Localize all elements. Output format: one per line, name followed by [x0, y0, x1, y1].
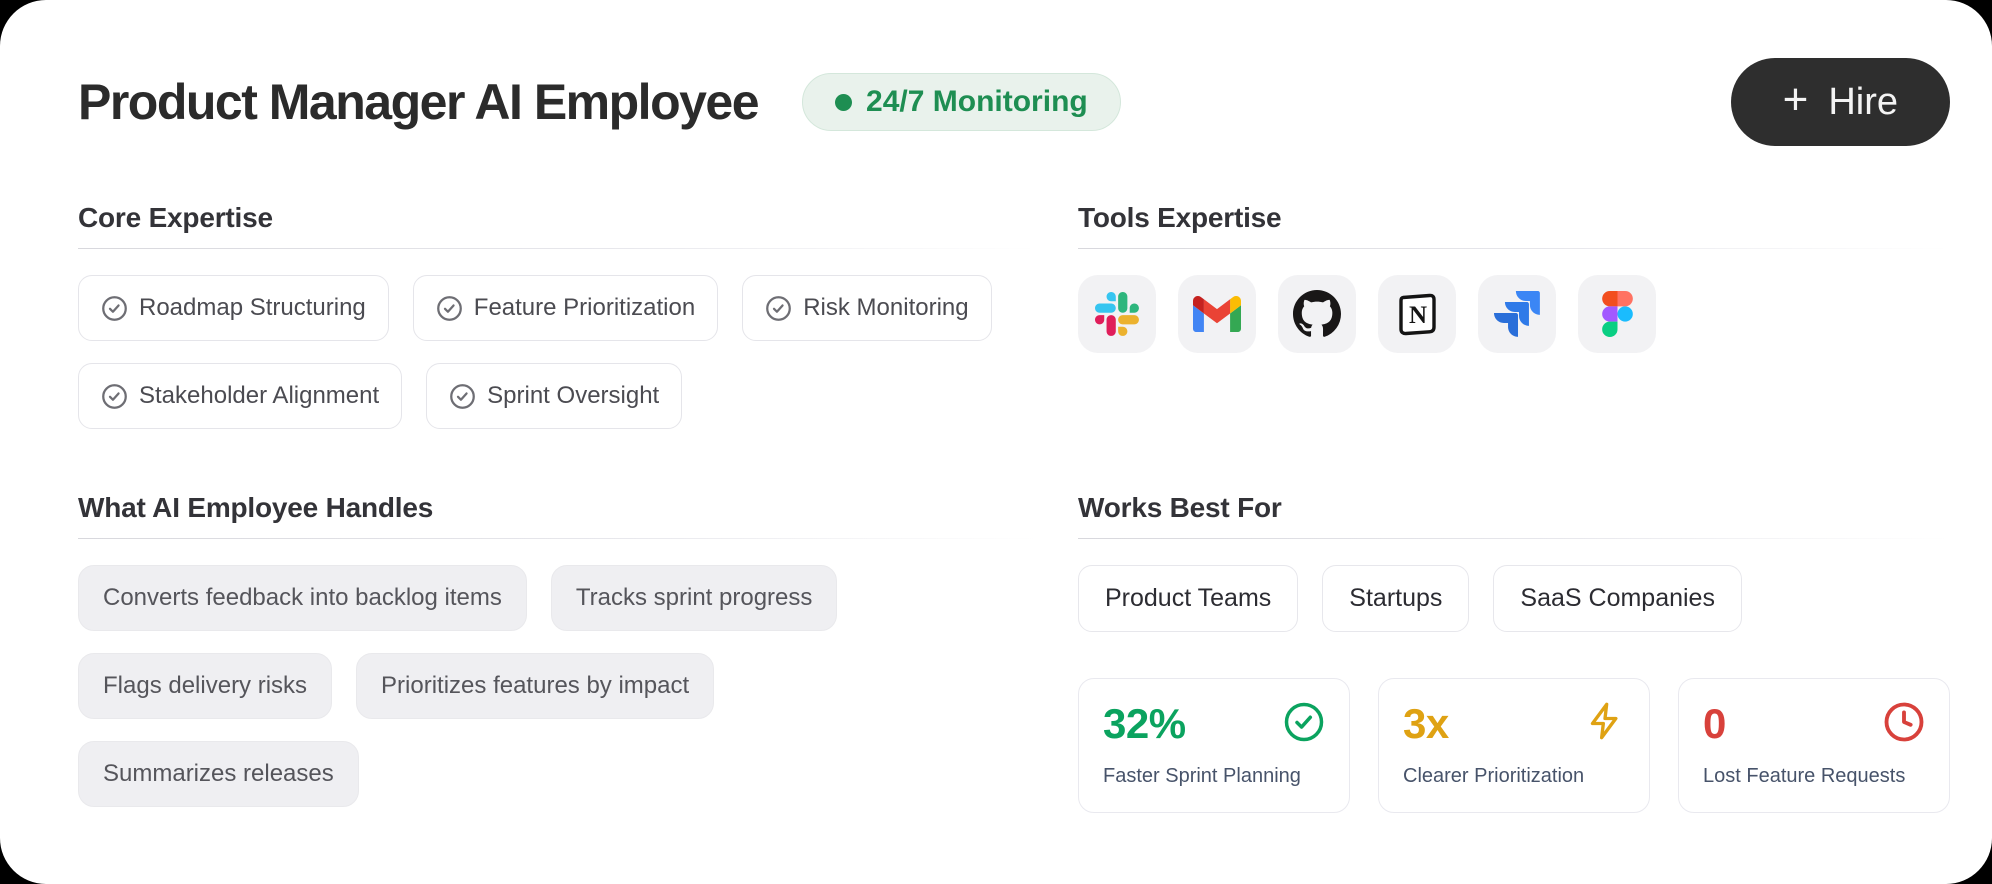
expertise-pill: Risk Monitoring — [742, 275, 992, 341]
expertise-pill: Stakeholder Alignment — [78, 363, 403, 429]
check-circle-icon — [450, 383, 476, 409]
stat-value: 0 — [1703, 700, 1726, 747]
notion-icon: N — [1399, 293, 1436, 336]
handles-chip: Flags delivery risks — [78, 653, 333, 719]
check-circle-icon — [436, 295, 462, 321]
check-circle-icon — [766, 295, 792, 321]
expertise-pill-label: Sprint Oversight — [487, 382, 660, 409]
page-title: Product Manager AI Employee — [78, 74, 760, 130]
stat-value: 3x — [1403, 700, 1449, 747]
expertise-pill-label: Roadmap Structuring — [139, 294, 366, 321]
tool-tile-figma — [1578, 275, 1656, 353]
jira-icon — [1494, 291, 1540, 337]
clock-icon — [1884, 702, 1924, 742]
works-best-for-tag: Startups — [1322, 565, 1470, 632]
expertise-pill-label: Stakeholder Alignment — [139, 382, 380, 409]
stat-label: Clearer Prioritization — [1403, 765, 1585, 788]
stats-row: 32% Faster Sprint Planning 3x Clearer Pr… — [1078, 678, 1950, 814]
expertise-pill-label: Feature Prioritization — [473, 294, 696, 321]
section-core-expertise: Core Expertise Roadmap Structuring Featu… — [78, 202, 1038, 444]
left-column: Core Expertise Roadmap Structuring Featu… — [78, 202, 1038, 813]
card-header: Product Manager AI Employee 24/7 Monitor… — [78, 58, 1950, 146]
stat-label: Lost Feature Requests — [1703, 765, 1906, 788]
card-body: Core Expertise Roadmap Structuring Featu… — [78, 202, 1950, 814]
check-circle-icon — [1284, 702, 1324, 742]
handles-heading: What AI Employee Handles — [78, 492, 434, 523]
expertise-pill: Roadmap Structuring — [78, 275, 389, 341]
right-column: Tools Expertise — [1078, 202, 1950, 814]
stat-card-lost-feature-requests: 0 Lost Feature Requests — [1678, 678, 1950, 814]
handles-chip: Tracks sprint progress — [550, 565, 838, 631]
tool-tile-gmail — [1178, 275, 1256, 353]
section-handles: What AI Employee Handles Converts feedba… — [78, 492, 1038, 807]
svg-text:N: N — [1409, 302, 1427, 329]
hire-button[interactable]: + Hire — [1730, 58, 1950, 146]
expertise-pill: Sprint Oversight — [426, 363, 683, 429]
handles-chip: Summarizes releases — [78, 741, 359, 807]
handles-chip: Prioritizes features by impact — [356, 653, 715, 719]
stat-card-clearer-prioritization: 3x Clearer Prioritization — [1378, 678, 1650, 814]
section-divider — [78, 538, 1038, 539]
tools-expertise-heading: Tools Expertise — [1078, 202, 1282, 233]
stat-label: Faster Sprint Planning — [1103, 765, 1301, 788]
plus-icon: + — [1782, 75, 1809, 124]
tool-tile-github — [1278, 275, 1356, 353]
section-works-best-for: Works Best For Product Teams Startups Sa… — [1078, 492, 1950, 814]
works-best-for-tag: SaaS Companies — [1493, 565, 1742, 632]
section-tools-expertise: Tools Expertise — [1078, 202, 1950, 444]
stat-card-faster-sprint-planning: 32% Faster Sprint Planning — [1078, 678, 1350, 814]
section-divider — [78, 248, 1038, 249]
expertise-pill: Feature Prioritization — [412, 275, 719, 341]
check-circle-icon — [102, 295, 127, 321]
lightning-icon — [1590, 702, 1618, 740]
stat-value: 32% — [1103, 700, 1186, 747]
section-divider — [1078, 538, 1950, 539]
gmail-icon — [1193, 296, 1241, 332]
slack-icon — [1095, 292, 1139, 336]
hire-button-label: Hire — [1828, 80, 1898, 123]
tool-tile-jira — [1478, 275, 1556, 353]
tool-tile-notion: N — [1378, 275, 1456, 353]
status-dot-icon — [835, 93, 853, 111]
figma-icon — [1601, 291, 1633, 337]
works-best-for-heading: Works Best For — [1078, 492, 1282, 523]
tool-tile-slack — [1078, 275, 1156, 353]
monitoring-badge: 24/7 Monitoring — [802, 73, 1121, 131]
github-icon — [1293, 290, 1341, 337]
works-best-for-tag: Product Teams — [1078, 565, 1299, 632]
core-expertise-heading: Core Expertise — [78, 202, 273, 233]
check-circle-icon — [102, 383, 127, 409]
expertise-pill-label: Risk Monitoring — [803, 294, 969, 321]
monitoring-badge-label: 24/7 Monitoring — [866, 85, 1088, 118]
handles-chip: Converts feedback into backlog items — [78, 565, 527, 631]
section-divider — [1078, 248, 1950, 249]
